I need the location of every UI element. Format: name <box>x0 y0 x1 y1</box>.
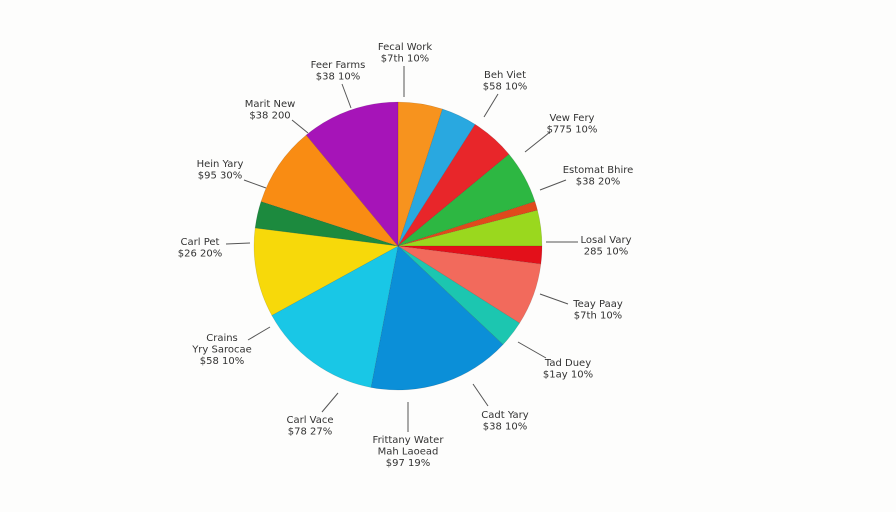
slice-label: Yry Sarocae <box>191 345 252 356</box>
leader-line <box>472 383 489 407</box>
leader-line <box>243 179 267 189</box>
leader-line <box>247 326 271 341</box>
slice-label: Estomat Bhire <box>563 165 634 176</box>
pie-slice <box>397 209 543 247</box>
leader-line <box>341 83 352 109</box>
pie-slice <box>397 245 520 345</box>
leader-line <box>291 119 309 134</box>
pie-slice <box>397 101 443 247</box>
pie-slice <box>397 201 538 247</box>
slice-label: Carl Vace <box>286 415 333 426</box>
slice-label: Tad Duey <box>544 358 591 369</box>
slice-label: Beh Viet <box>484 70 526 81</box>
slice-label: $58 10% <box>200 356 245 367</box>
slice-label: $58 10% <box>483 82 528 93</box>
slice-label: Vew Fery <box>550 113 595 124</box>
slice-label: Crains <box>206 333 238 344</box>
pie-slice <box>397 108 476 247</box>
leader-line <box>483 93 499 118</box>
pie-slice <box>271 245 399 388</box>
slice-label: $97 19% <box>386 458 431 469</box>
slice-label: $38 20% <box>576 177 621 188</box>
leader-line <box>225 242 251 245</box>
pie-slice <box>305 101 399 247</box>
slice-label: $38 10% <box>483 422 528 433</box>
leader-line <box>524 131 551 153</box>
slice-label: $7th 10% <box>574 311 622 322</box>
slice-label: Carl Pet <box>181 237 220 248</box>
pie-slice <box>397 124 510 247</box>
leader-line <box>539 179 567 191</box>
pie-slice <box>253 227 399 316</box>
slice-label: Mah Laoead <box>378 447 439 458</box>
pie-slice <box>397 153 536 247</box>
slice-label: Fecal Work <box>378 42 432 53</box>
slice-label: $95 30% <box>198 171 243 182</box>
slice-label: Cadt Yary <box>481 410 529 421</box>
slice-label: $38 10% <box>316 72 361 83</box>
slice-label: Losal Vary <box>580 235 631 246</box>
pie-slice <box>254 201 399 247</box>
pie-slice <box>260 134 399 247</box>
leader-line <box>321 392 339 413</box>
slice-label: Teay Paay <box>572 299 623 310</box>
leader-line <box>539 293 569 305</box>
slice-label: $1ay 10% <box>543 370 593 381</box>
slice-label: $7th 10% <box>381 54 429 65</box>
slice-label: $38 200 <box>249 111 290 122</box>
pie-slice <box>397 245 543 265</box>
slice-label: Hein Yary <box>197 159 244 170</box>
leader-lines <box>225 66 578 432</box>
slice-label: Feer Farms <box>311 60 366 71</box>
slice-label: $775 10% <box>547 125 598 136</box>
slice-label: Frittany Water <box>373 435 445 446</box>
slice-label: Marit New <box>245 99 296 110</box>
pie-slice <box>397 245 542 324</box>
leader-line <box>517 341 547 359</box>
pie-slice <box>370 245 504 391</box>
slice-label: 285 10% <box>584 247 629 258</box>
slice-label: $26 20% <box>178 249 223 260</box>
slice-label: $78 27% <box>288 427 333 438</box>
